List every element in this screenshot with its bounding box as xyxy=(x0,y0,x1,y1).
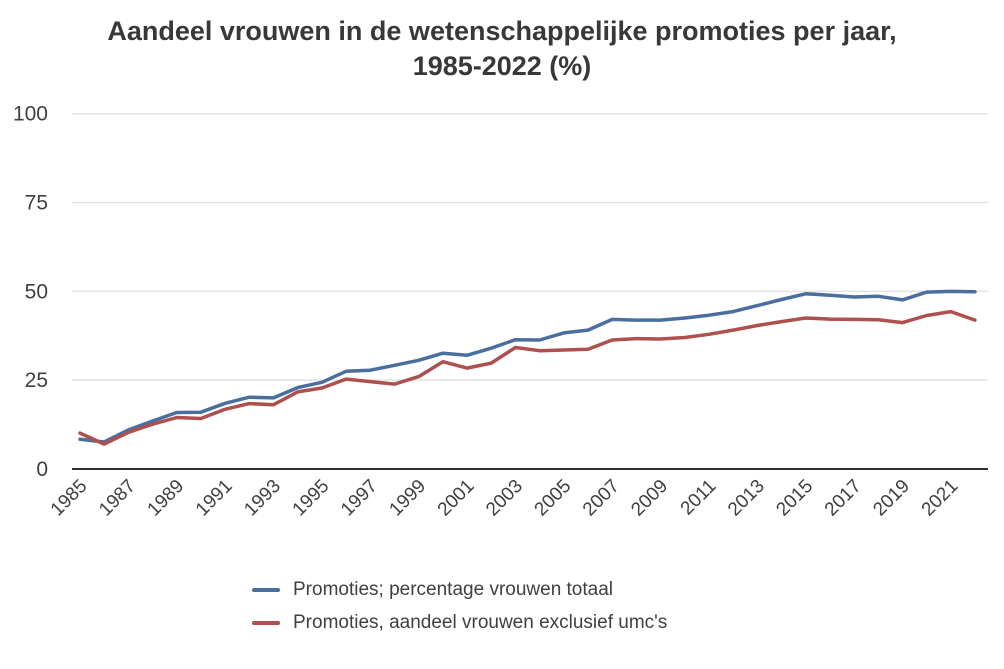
series-line-0 xyxy=(78,289,977,444)
x-tick-label: 2019 xyxy=(869,476,914,521)
legend-label-1: Promoties, aandeel vrouwen exclusief umc… xyxy=(293,611,668,633)
x-tick-label: 1991 xyxy=(192,476,237,521)
x-tick-label: 1987 xyxy=(95,476,140,521)
legend-swatch-1 xyxy=(252,620,280,625)
x-tick-label: 2011 xyxy=(677,476,721,520)
y-tick-label: 25 xyxy=(25,369,48,392)
x-tick-label: 2005 xyxy=(531,476,576,521)
y-tick-label: 75 xyxy=(25,192,48,215)
y-tick-label: 50 xyxy=(25,280,48,303)
x-tick-label: 2007 xyxy=(579,476,624,521)
chart-title: Aandeel vrouwen in de wetenschappelijke … xyxy=(107,16,897,81)
y-tick-label: 100 xyxy=(13,103,48,126)
x-tick-label: 2009 xyxy=(627,476,672,521)
legend-swatch-0 xyxy=(252,587,280,592)
x-tick-label: 2003 xyxy=(482,476,527,521)
x-tick-label: 1989 xyxy=(144,476,189,521)
x-tick-label: 2013 xyxy=(724,476,769,521)
x-tick-label: 2021 xyxy=(918,476,963,521)
legend-item-1: Promoties, aandeel vrouwen exclusief umc… xyxy=(252,607,667,638)
x-tick-label: 1997 xyxy=(337,476,382,521)
x-tick-label: 1995 xyxy=(289,476,334,521)
y-tick-label: 0 xyxy=(36,458,48,481)
x-tick-label: 1999 xyxy=(385,476,430,521)
x-tick-label: 2015 xyxy=(772,476,817,521)
x-tick-label: 1985 xyxy=(47,476,92,521)
x-tick-label: 1993 xyxy=(240,476,285,521)
x-tick-label: 2001 xyxy=(434,476,479,521)
series-line-1 xyxy=(78,309,977,446)
legend-label-0: Promoties; percentage vrouwen totaal xyxy=(293,578,614,600)
legend: Promoties; percentage vrouwen totaal Prom… xyxy=(252,574,667,638)
x-tick-label: 2017 xyxy=(821,476,866,521)
legend-item-0: Promoties; percentage vrouwen totaal xyxy=(252,574,667,605)
